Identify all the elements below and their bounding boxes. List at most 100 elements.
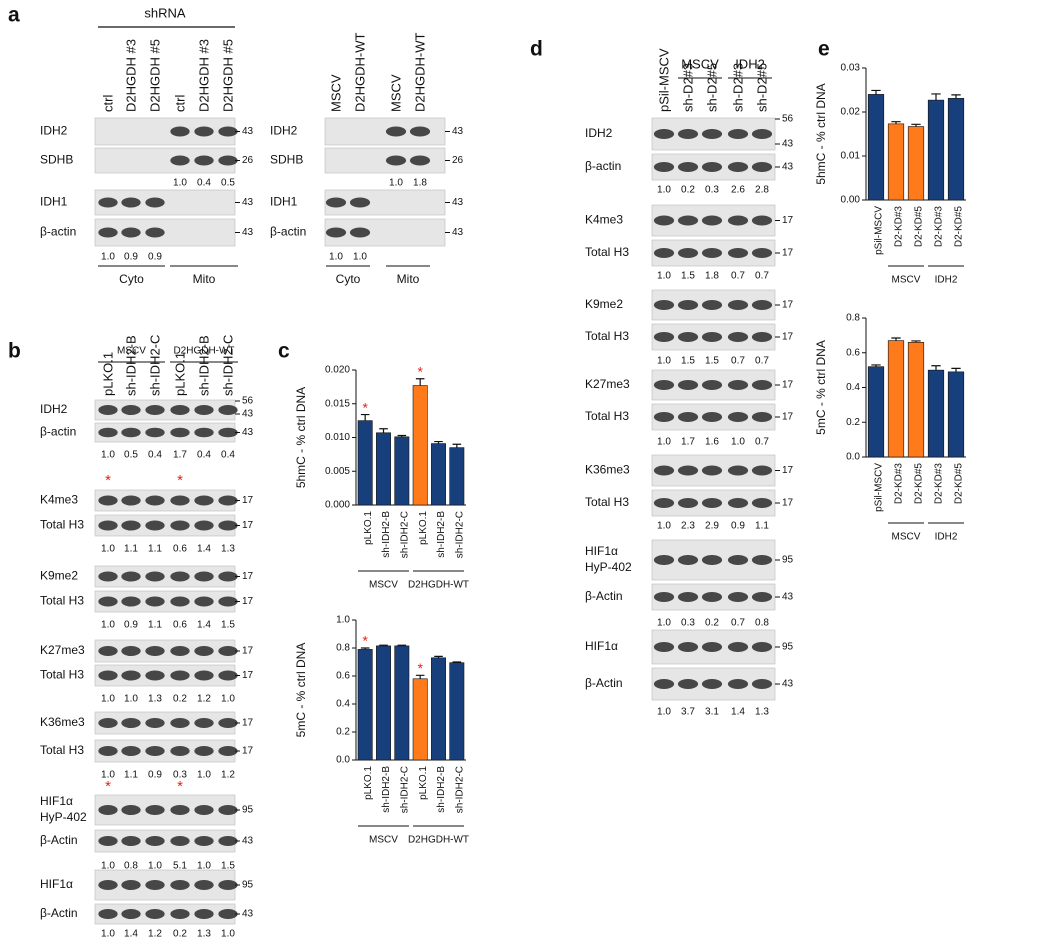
row-label: β-actin	[40, 225, 76, 239]
bar	[357, 649, 373, 761]
band	[121, 805, 141, 815]
mw-marker: 17	[782, 380, 794, 391]
band	[121, 596, 141, 607]
band	[677, 498, 699, 508]
bar	[867, 94, 885, 201]
significance-mark: *	[362, 399, 368, 415]
quant-value: 1.0	[148, 861, 162, 872]
row-label: β-actin	[40, 425, 76, 439]
band	[701, 465, 723, 476]
band	[194, 495, 214, 506]
error-bar	[931, 365, 941, 371]
blot-strip	[94, 189, 236, 216]
band	[677, 248, 699, 258]
band	[653, 300, 675, 310]
quant-value: 0.9	[124, 252, 138, 263]
band	[121, 909, 141, 919]
band	[751, 162, 773, 172]
mw-marker: 17	[782, 498, 794, 509]
band	[194, 880, 214, 890]
row-label: HIF1α	[585, 544, 618, 558]
band	[677, 129, 699, 139]
quant-value: 1.5	[221, 620, 235, 631]
band	[145, 405, 165, 415]
mw-marker: 17	[782, 465, 794, 476]
error-bar	[360, 413, 370, 421]
error-bar	[951, 94, 961, 99]
band	[218, 571, 238, 582]
mw-marker: 17	[242, 596, 254, 607]
band	[727, 380, 749, 390]
band	[98, 405, 118, 415]
row-label: Total H3	[40, 743, 84, 757]
y-tick-label: 0.4	[846, 382, 860, 393]
lane-group-label: MSCV	[681, 56, 719, 71]
band	[121, 495, 141, 506]
quant-value: 0.4	[148, 450, 162, 461]
band	[677, 162, 699, 172]
band	[218, 495, 238, 506]
y-axis-label: 5hmC - % ctrl DNA	[294, 387, 308, 488]
y-tick-label: 0.8	[336, 643, 350, 654]
blot-strip	[94, 117, 236, 146]
band	[218, 520, 238, 531]
row-label: Total H3	[585, 409, 629, 423]
band	[194, 909, 214, 919]
band	[145, 495, 165, 506]
lane-label: D2HGDH #5	[147, 39, 162, 112]
quant-value: 0.3	[705, 185, 719, 196]
band	[218, 405, 238, 415]
band	[727, 498, 749, 508]
error-bar	[931, 93, 941, 101]
band	[653, 465, 675, 476]
band	[194, 427, 214, 438]
band	[701, 129, 723, 139]
quant-value: 1.2	[148, 929, 162, 939]
band	[121, 197, 141, 208]
x-tick-label: sh-IDH2-C	[399, 766, 410, 813]
band	[349, 197, 371, 208]
row-label: Total H3	[40, 594, 84, 608]
quant-value: 0.9	[148, 770, 162, 781]
quant-value: 1.1	[124, 770, 138, 781]
quant-value: 0.8	[755, 618, 769, 629]
x-tick-label: D2-KD#3	[894, 463, 905, 505]
lane-label: pLKO.1	[172, 352, 187, 396]
lane-group-label: MSCV	[117, 346, 146, 357]
lane-label: D2HGDH-WT	[412, 33, 427, 112]
quant-value: 1.3	[221, 544, 235, 555]
band	[170, 880, 190, 890]
error-bar	[911, 340, 921, 343]
lane-label: sh-IDH2-B	[123, 335, 138, 396]
error-bar	[452, 661, 462, 663]
band	[218, 596, 238, 607]
significance-mark: *	[417, 363, 423, 379]
mw-marker: 43	[782, 139, 794, 150]
band	[218, 909, 238, 919]
mw-marker: 43	[452, 126, 464, 137]
bar	[867, 366, 885, 458]
band	[653, 498, 675, 508]
mw-marker: 17	[782, 332, 794, 343]
quant-value: 1.6	[705, 437, 719, 448]
band	[218, 155, 238, 166]
row-label: K27me3	[40, 643, 85, 657]
band	[145, 227, 165, 238]
quant-value: 0.3	[681, 618, 695, 629]
band	[170, 571, 190, 582]
quant-value: 1.4	[124, 929, 138, 939]
x-tick-label: D2-KD#5	[954, 463, 965, 505]
mw-marker: 95	[782, 555, 794, 566]
mw-marker: 43	[242, 126, 254, 137]
band	[677, 679, 699, 689]
band	[98, 880, 118, 890]
quant-value: 1.3	[197, 929, 211, 939]
band	[727, 248, 749, 258]
error-bar	[434, 655, 443, 658]
quant-value: 1.0	[124, 694, 138, 705]
mw-marker: 43	[452, 197, 464, 208]
lane-label: pLKO.1	[100, 352, 115, 396]
band	[677, 215, 699, 226]
mw-marker: 17	[782, 300, 794, 311]
bar	[449, 447, 465, 506]
